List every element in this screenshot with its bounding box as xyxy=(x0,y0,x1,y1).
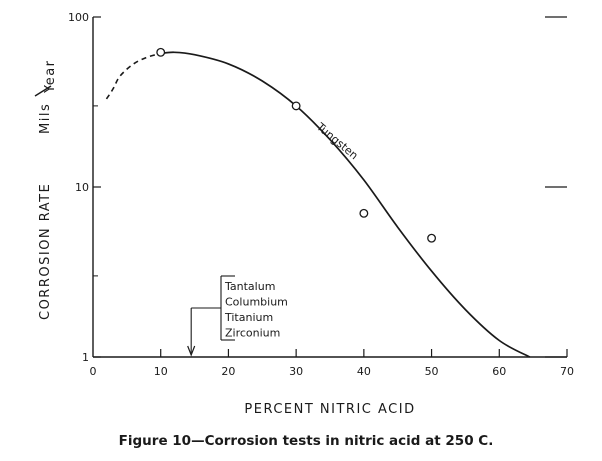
data-point xyxy=(291,101,301,111)
data-points xyxy=(156,47,437,243)
y-axis-units-bottom: Year xyxy=(43,59,58,94)
tungsten-label: Tungsten xyxy=(313,120,360,163)
metal-label: Tantalum xyxy=(224,280,275,293)
y-ticks: 1 10 100 xyxy=(68,11,567,364)
y-axis-units-top: Mils xyxy=(38,103,53,134)
x-tick-label: 0 xyxy=(90,365,97,378)
data-point xyxy=(156,47,166,57)
x-tick-label: 10 xyxy=(154,365,168,378)
figure-caption: Figure 10—Corrosion tests in nitric acid… xyxy=(119,433,494,449)
x-tick-label: 30 xyxy=(289,365,303,378)
data-point xyxy=(359,208,369,218)
x-ticks: 0 10 20 30 40 50 60 70 xyxy=(90,349,574,378)
y-axis-units-slash xyxy=(34,85,52,97)
x-tick-label: 40 xyxy=(357,365,371,378)
tungsten-curve xyxy=(105,51,531,358)
metal-label: Zirconium xyxy=(225,327,280,340)
data-point xyxy=(427,233,437,243)
y-axis-label: CORROSION RATE xyxy=(38,183,53,320)
x-tick-label: 20 xyxy=(221,365,235,378)
y-tick-label: 1 xyxy=(82,351,89,364)
x-tick-label: 50 xyxy=(425,365,439,378)
y-tick-label: 100 xyxy=(68,11,89,24)
x-axis-label: PERCENT NITRIC ACID xyxy=(244,402,415,417)
y-tick-label: 10 xyxy=(75,181,89,194)
axes-frame xyxy=(92,17,567,358)
x-tick-label: 60 xyxy=(492,365,506,378)
x-tick-label: 70 xyxy=(560,365,574,378)
metal-label: Titanium xyxy=(224,311,273,324)
curve-solid-segment xyxy=(160,51,531,358)
metal-label: Columbium xyxy=(225,296,288,309)
arrow-head xyxy=(187,345,196,357)
metals-annotation: Tantalum Columbium Titanium Zirconium xyxy=(187,275,288,357)
curve-dashed-segment xyxy=(105,52,161,100)
